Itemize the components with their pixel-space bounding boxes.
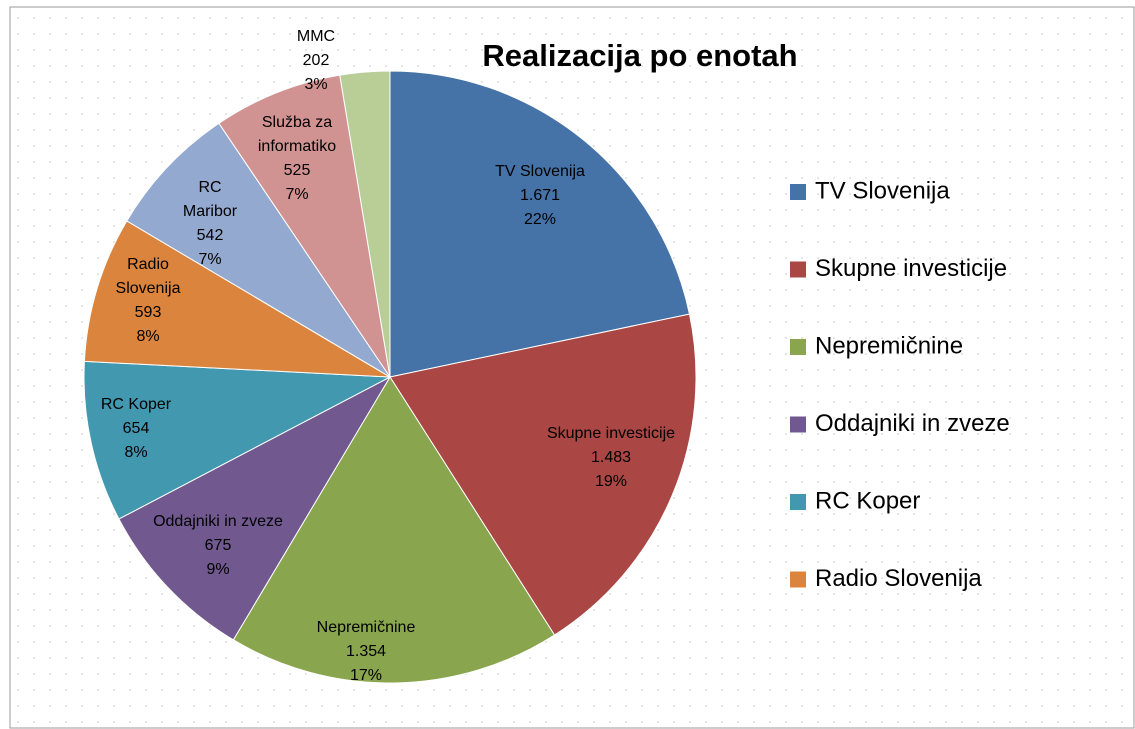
slice-value-label: 542 [197, 227, 224, 244]
slice-value-label: 1.354 [346, 643, 386, 660]
pie-slice [339, 70, 391, 378]
legend-swatch [790, 261, 806, 278]
slice-value-label: 1.483 [591, 449, 631, 466]
chart-title: Realizacija po enotah [482, 38, 797, 73]
slice-percent-label: 22% [524, 211, 556, 228]
pie-slice [232, 376, 556, 684]
slice-value-label: 654 [123, 420, 150, 437]
slice-percent-label: 8% [136, 328, 159, 345]
legend-swatch [790, 339, 806, 355]
legend-label: TV Slovenija [815, 177, 950, 204]
slice-percent-label: 8% [124, 444, 147, 461]
pie-slice [218, 74, 391, 378]
legend-swatch [790, 571, 806, 588]
slice-value-label: 202 [303, 52, 330, 69]
legend-swatch [790, 184, 806, 200]
pie-slice [126, 122, 391, 378]
slice-percent-label: 3% [304, 76, 327, 93]
slice-category-label: MMC [297, 28, 335, 45]
legend-label: Oddajniki in zveze [815, 410, 1010, 437]
pie-slice [389, 70, 691, 378]
slice-category-label: Skupne investicije [547, 425, 675, 442]
slice-category-label: Nepremičnine [317, 619, 416, 636]
slice-category-label: Oddajniki in zveze [153, 513, 283, 530]
legend-label: Skupne investicije [815, 255, 1007, 282]
pie-slice [83, 220, 391, 378]
slice-value-label: 525 [284, 162, 311, 179]
slice-percent-label: 17% [350, 667, 382, 684]
slice-category-label: TV Slovenija [495, 163, 585, 180]
slice-percent-label: 7% [198, 251, 221, 268]
slice-category-label: RC Maribor [183, 179, 238, 220]
slice-percent-label: 9% [206, 561, 229, 578]
slice-value-label: 675 [205, 537, 232, 554]
legend-label: Nepremičnine [815, 332, 963, 359]
legend-label: Radio Slovenija [815, 565, 982, 592]
pie-slice [389, 313, 697, 636]
legend-swatch [790, 416, 806, 433]
slice-category-label: RC Koper [101, 396, 172, 413]
pie-slice [118, 375, 392, 641]
slice-category-label: Služba za informatiko [258, 114, 336, 155]
pie-slice [83, 360, 392, 520]
slice-category-label: Radio Slovenija [116, 256, 181, 297]
slice-value-label: 1.671 [520, 187, 560, 204]
slice-value-label: 593 [135, 304, 162, 321]
slice-percent-label: 19% [595, 473, 627, 490]
legend-label: RC Koper [815, 487, 920, 514]
slice-percent-label: 7% [285, 186, 308, 203]
legend-swatch [790, 494, 806, 510]
